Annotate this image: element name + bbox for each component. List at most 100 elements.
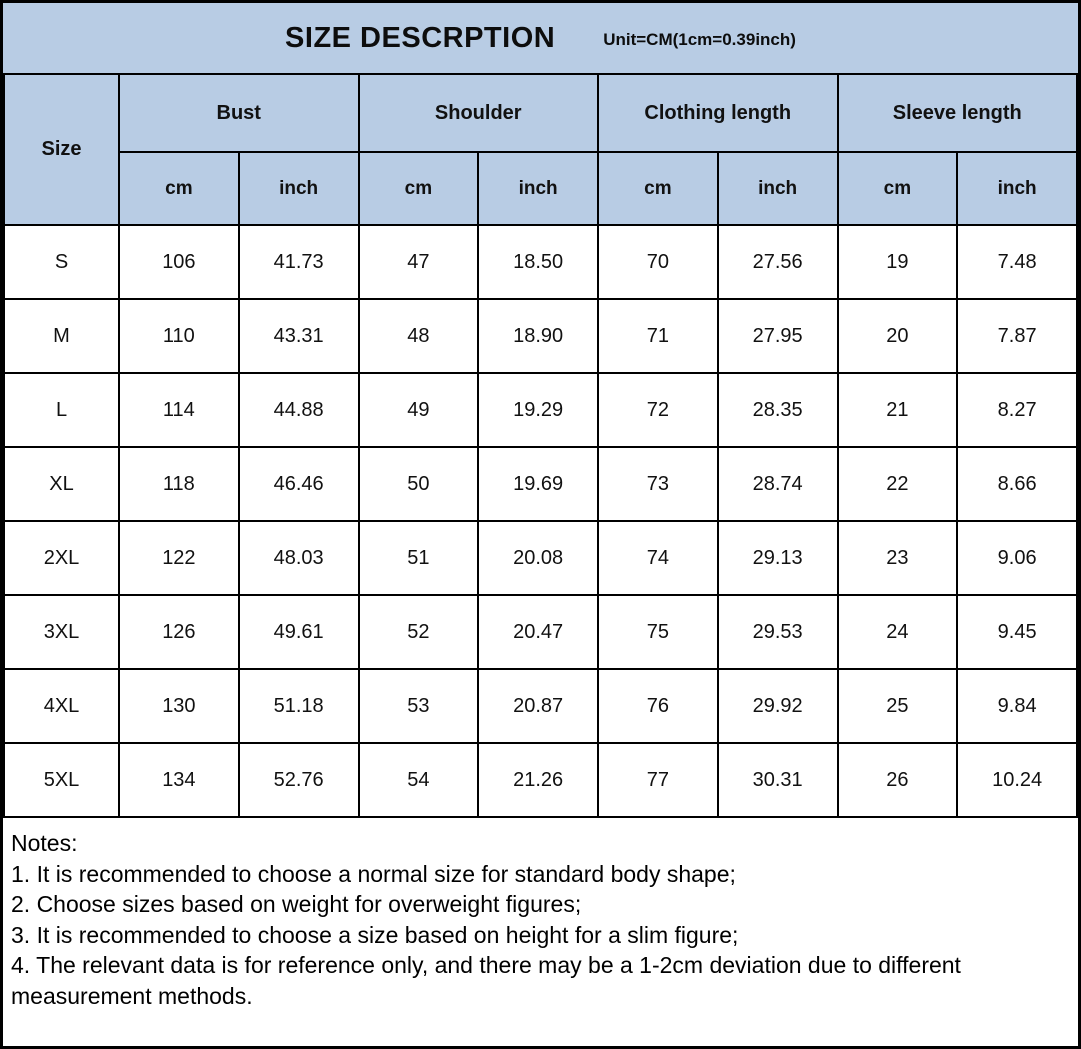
- table-cell: 49.61: [237, 594, 360, 670]
- table-cell: 48: [357, 298, 480, 374]
- table-cell: 28.35: [716, 372, 839, 448]
- table-cell: 46.46: [237, 446, 360, 522]
- table-cell: 77: [597, 742, 719, 818]
- header-group-row: Size Bust Shoulder Clothing length Sleev…: [3, 73, 1078, 226]
- table-cell: 75: [597, 594, 719, 670]
- table-row-l: L 114 44.88 49 19.29 72 28.35 21 8.27: [3, 372, 1078, 448]
- table-cell: 27.56: [716, 224, 839, 300]
- header-shoulder-inch: inch: [477, 151, 599, 226]
- size-table: Size Bust Shoulder Clothing length Sleev…: [3, 73, 1078, 818]
- table-row-4xl: 4XL 130 51.18 53 20.87 76 29.92 25 9.84: [3, 668, 1078, 744]
- table-cell: 29.13: [716, 520, 839, 596]
- header-sleeve-length: Sleeve length: [836, 73, 1078, 153]
- table-cell: 10.24: [956, 742, 1078, 818]
- size-label: 2XL: [3, 520, 120, 596]
- table-cell: 114: [118, 372, 240, 448]
- header-sleeve-inch: inch: [956, 151, 1078, 226]
- size-label: L: [3, 372, 120, 448]
- title-band: SIZE DESCRPTION Unit=CM(1cm=0.39inch): [3, 3, 1078, 73]
- table-cell: 24: [836, 594, 959, 670]
- header-shoulder: Shoulder: [357, 73, 599, 153]
- size-label: 3XL: [3, 594, 120, 670]
- table-cell: 52.76: [237, 742, 360, 818]
- table-cell: 53: [357, 668, 480, 744]
- header-unit-row: cm inch cm inch cm inch cm inch: [4, 151, 1078, 226]
- size-label: 5XL: [3, 742, 120, 818]
- header-sleeve-cm: cm: [836, 151, 959, 226]
- table-cell: 22: [836, 446, 959, 522]
- header-clothing-cm: cm: [597, 151, 719, 226]
- table-cell: 19.29: [477, 372, 599, 448]
- table-row-s: S 106 41.73 47 18.50 70 27.56 19 7.48: [3, 224, 1078, 300]
- header-shoulder-cm: cm: [357, 151, 480, 226]
- header-bust-inch: inch: [237, 151, 360, 226]
- table-row-2xl: 2XL 122 48.03 51 20.08 74 29.13 23 9.06: [3, 520, 1078, 596]
- table-cell: 23: [836, 520, 959, 596]
- table-row-m: M 110 43.31 48 18.90 71 27.95 20 7.87: [3, 298, 1078, 374]
- note-item-1: 1. It is recommended to choose a normal …: [11, 860, 736, 887]
- table-cell: 9.45: [956, 594, 1078, 670]
- table-cell: 44.88: [237, 372, 360, 448]
- table-cell: 8.27: [956, 372, 1078, 448]
- table-cell: 21: [836, 372, 959, 448]
- table-cell: 29.53: [716, 594, 839, 670]
- table-cell: 19.69: [477, 446, 599, 522]
- table-cell: 74: [597, 520, 719, 596]
- table-cell: 49: [357, 372, 480, 448]
- size-label: XL: [3, 446, 120, 522]
- table-cell: 27.95: [716, 298, 839, 374]
- table-cell: 110: [118, 298, 240, 374]
- table-cell: 20: [836, 298, 959, 374]
- page-title: SIZE DESCRPTION: [285, 21, 556, 54]
- table-cell: 20.47: [477, 594, 599, 670]
- table-cell: 106: [118, 224, 240, 300]
- size-label: M: [3, 298, 120, 374]
- table-cell: 8.66: [956, 446, 1078, 522]
- table-cell: 9.84: [956, 668, 1078, 744]
- size-label: 4XL: [3, 668, 120, 744]
- table-cell: 50: [357, 446, 480, 522]
- table-cell: 18.50: [477, 224, 599, 300]
- note-item-2: 2. Choose sizes based on weight for over…: [11, 891, 582, 917]
- table-row-xl: XL 118 46.46 50 19.69 73 28.74 22 8.66: [3, 446, 1078, 522]
- size-table-body: S 106 41.73 47 18.50 70 27.56 19 7.48 M …: [3, 224, 1078, 818]
- table-cell: 134: [118, 742, 240, 818]
- table-row-5xl: 5XL 134 52.76 54 21.26 77 30.31 26 10.24: [3, 742, 1078, 818]
- table-cell: 43.31: [237, 298, 360, 374]
- notes-heading: Notes:: [11, 830, 78, 856]
- table-cell: 7.48: [956, 224, 1078, 300]
- table-cell: 118: [118, 446, 240, 522]
- note-item-4: 4. The relevant data is for reference on…: [11, 952, 961, 1009]
- table-cell: 70: [597, 224, 719, 300]
- table-cell: 18.90: [477, 298, 599, 374]
- table-cell: 52: [357, 594, 480, 670]
- table-cell: 47: [357, 224, 480, 300]
- table-cell: 76: [597, 668, 719, 744]
- table-cell: 72: [597, 372, 719, 448]
- unit-conversion-note: Unit=CM(1cm=0.39inch): [603, 30, 796, 49]
- table-cell: 29.92: [716, 668, 839, 744]
- size-label: S: [3, 224, 120, 300]
- table-cell: 7.87: [956, 298, 1078, 374]
- table-cell: 30.31: [716, 742, 839, 818]
- header-bust-cm: cm: [118, 151, 240, 226]
- table-cell: 20.08: [477, 520, 599, 596]
- note-item-3: 3. It is recommended to choose a size ba…: [11, 921, 739, 948]
- table-cell: 41.73: [237, 224, 360, 300]
- table-cell: 28.74: [716, 446, 839, 522]
- table-cell: 130: [118, 668, 240, 744]
- table-row-3xl: 3XL 126 49.61 52 20.47 75 29.53 24 9.45: [3, 594, 1078, 670]
- table-cell: 20.87: [477, 668, 599, 744]
- size-table-header: Size Bust Shoulder Clothing length Sleev…: [3, 73, 1078, 226]
- header-size: Size: [3, 73, 120, 226]
- table-cell: 51: [357, 520, 480, 596]
- table-cell: 21.26: [477, 742, 599, 818]
- table-cell: 122: [118, 520, 240, 596]
- table-cell: 51.18: [237, 668, 360, 744]
- notes-section: Notes: 1. It is recommended to choose a …: [3, 818, 1078, 1011]
- table-cell: 9.06: [956, 520, 1078, 596]
- table-cell: 48.03: [237, 520, 360, 596]
- table-cell: 26: [836, 742, 959, 818]
- table-cell: 25: [836, 668, 959, 744]
